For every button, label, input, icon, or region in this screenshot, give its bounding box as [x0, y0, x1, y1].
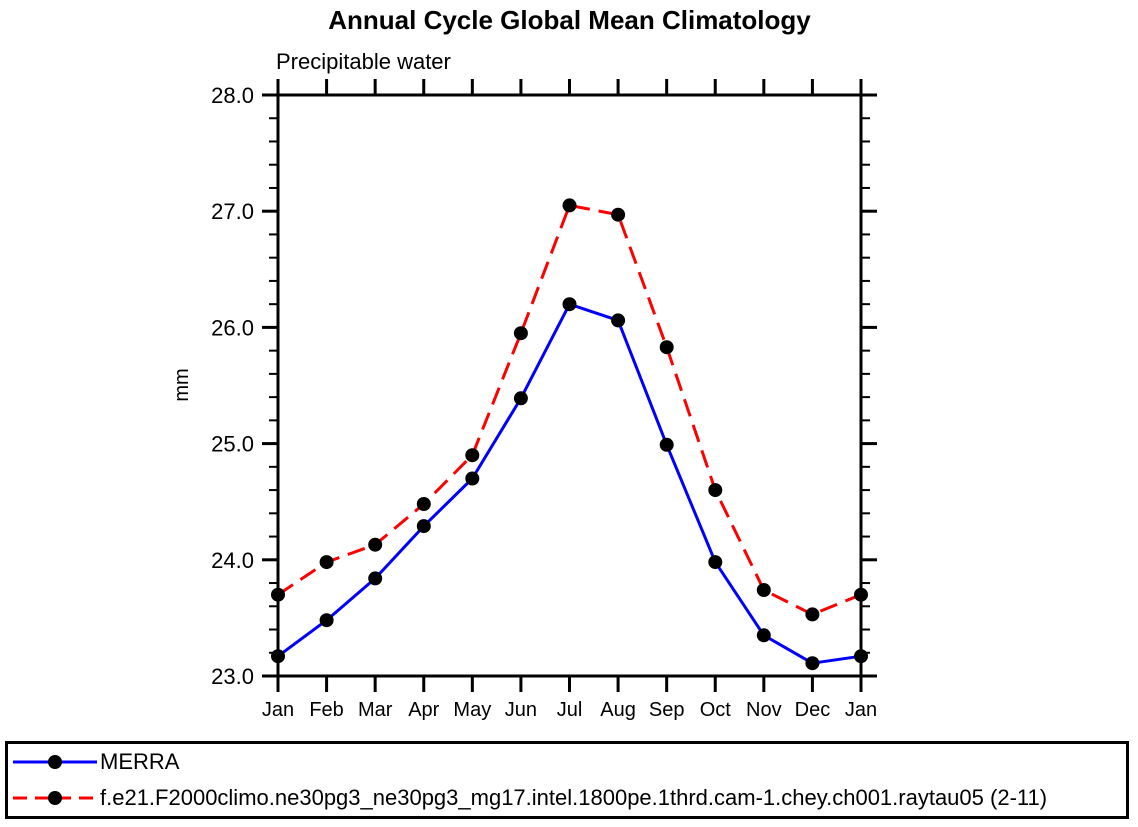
data-point-marker — [513, 391, 528, 406]
data-point-marker — [319, 555, 334, 570]
x-tick-label: Jun — [505, 699, 537, 721]
x-tick-label: Feb — [309, 699, 343, 721]
legend: MERRA f.e21.F2000climo.ne30pg3_ne30pg3_m… — [5, 741, 1129, 819]
data-point-marker — [368, 537, 383, 552]
x-tick-label: Jul — [557, 699, 583, 721]
y-tick-label: 24.0 — [211, 548, 254, 573]
data-point-marker — [611, 207, 626, 222]
legend-label-merra: MERRA — [100, 749, 180, 775]
data-point-marker — [805, 656, 820, 671]
data-point-marker — [805, 607, 820, 622]
series-model — [271, 198, 868, 622]
x-tick-label: Jan — [262, 699, 294, 721]
y-tick-label: 23.0 — [211, 664, 254, 689]
plot-frame — [276, 93, 863, 678]
data-point-marker — [659, 437, 674, 452]
data-point-marker — [854, 649, 868, 664]
data-point-marker — [465, 448, 480, 463]
x-tick-label: Sep — [649, 699, 685, 721]
x-tick-label: Jan — [845, 699, 877, 721]
data-point-marker — [562, 297, 577, 312]
series-merra — [271, 297, 868, 671]
data-point-marker — [271, 587, 285, 602]
data-point-marker — [756, 583, 771, 597]
data-point-marker — [416, 497, 431, 511]
x-tick-label: Apr — [408, 699, 439, 721]
legend-label-model: f.e21.F2000climo.ne30pg3_ne30pg3_mg17.in… — [100, 784, 1048, 810]
x-tick-label: Nov — [746, 699, 782, 721]
data-point-marker — [368, 571, 383, 586]
data-point-marker — [611, 313, 626, 328]
data-point-marker — [465, 471, 480, 486]
y-tick-label: 25.0 — [211, 432, 254, 457]
data-point-marker — [319, 613, 334, 628]
x-tick-label: May — [453, 699, 491, 721]
data-point-marker — [416, 519, 431, 534]
data-point-marker — [271, 649, 285, 664]
model-line-sample-icon — [13, 790, 97, 805]
data-point-marker — [513, 326, 528, 341]
chart-title: Annual Cycle Global Mean Climatology — [328, 5, 811, 35]
x-tick-label: Oct — [700, 699, 732, 721]
y-tick-label: 28.0 — [211, 83, 254, 108]
chart-subtitle: Precipitable water — [276, 49, 451, 74]
data-point-marker — [854, 587, 868, 602]
x-tick-label: Aug — [600, 699, 636, 721]
legend-item-model: f.e21.F2000climo.ne30pg3_ne30pg3_mg17.in… — [8, 781, 1126, 815]
data-point-marker — [708, 555, 723, 570]
legend-item-merra: MERRA — [8, 745, 1126, 779]
data-point-marker — [562, 198, 577, 213]
x-tick-label: Dec — [795, 699, 831, 721]
axis-ticks: Jan Feb Mar Apr May Jun Jul Aug Sep Oct Nov Dec Jan 2… — [211, 79, 877, 721]
merra-line-sample-icon — [13, 755, 97, 770]
x-tick-label: Mar — [358, 699, 393, 721]
y-tick-label: 26.0 — [211, 315, 254, 340]
data-point-marker — [659, 340, 674, 355]
data-point-marker — [708, 483, 723, 498]
y-tick-label: 27.0 — [211, 199, 254, 224]
data-point-marker — [756, 628, 771, 643]
